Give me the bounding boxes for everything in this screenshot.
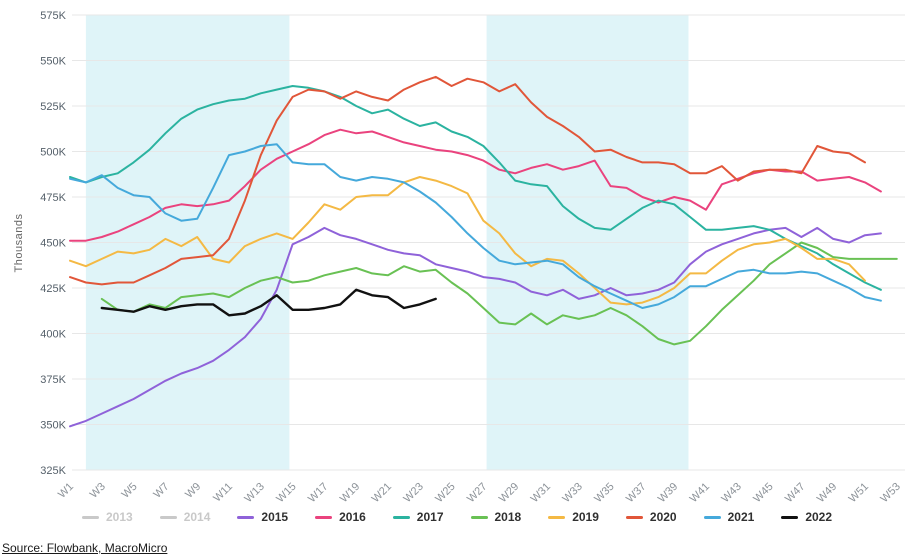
x-axis-tick-label: W35 (592, 481, 616, 505)
legend-item-2020[interactable]: 2020 (625, 510, 677, 524)
legend-swatch-2020 (625, 515, 643, 519)
x-axis-tick-label: W15 (274, 481, 298, 505)
legend-item-2016[interactable]: 2016 (315, 510, 366, 524)
x-axis-tick-label: W17 (306, 481, 330, 505)
legend-swatch-2014 (159, 515, 177, 519)
legend-item-2013[interactable]: 2013 (81, 510, 133, 524)
x-axis-tick-label: W11 (211, 481, 235, 505)
y-axis-tick-label: 325K (40, 465, 66, 477)
y-axis-tick-label: 475K (40, 192, 66, 204)
x-axis-tick-label: W7 (151, 481, 171, 501)
legend-label: 2022 (805, 510, 833, 524)
series-line-2022 (100, 288, 437, 317)
legend-item-2017[interactable]: 2017 (392, 510, 444, 524)
y-axis-tick-label: 450K (40, 238, 66, 250)
y-axis-tick-label: 525K (40, 101, 66, 113)
source-link[interactable]: Source: Flowbank, MacroMicro (2, 541, 168, 555)
x-axis-tick-label: W5 (120, 481, 140, 501)
source: Source: Flowbank, MacroMicro (2, 539, 167, 557)
y-axis-tick-label: 400K (40, 329, 66, 341)
legend-label: 2020 (649, 510, 677, 524)
y-axis-tick-label: 550K (40, 56, 66, 68)
x-axis-tick-label: W23 (401, 481, 425, 505)
legend-swatch-2016 (315, 515, 333, 519)
line-chart: 575K 550K 525K 500K 475K 450K 425K 400K 375K 350K… (13, 10, 905, 505)
legend-label: 2016 (339, 510, 366, 524)
y-axis-tick-label: 375K (40, 374, 66, 386)
x-axis-tick-label: W3 (88, 481, 108, 501)
series-line-2018 (100, 241, 898, 346)
x-axis-tick-label: W1 (56, 481, 76, 501)
legend-swatch-2019 (548, 515, 566, 519)
legend-swatch-2017 (392, 515, 410, 519)
x-axis-tick-label: W25 (433, 481, 457, 505)
x-axis-tick-label: W31 (529, 481, 553, 505)
x-axis-tick-label: W53 (878, 481, 902, 505)
x-axis-tick-label: W13 (242, 481, 266, 505)
legend-label: 2021 (727, 510, 755, 524)
legend-label: 2018 (494, 510, 522, 524)
y-axis-title: Thousands (13, 214, 25, 273)
x-axis-tick-label: W9 (183, 481, 203, 501)
legend-label: 2014 (183, 510, 211, 524)
legend-swatch-2018 (470, 515, 488, 519)
x-axis-tick-label: W41 (688, 481, 712, 505)
series-line-2019 (69, 176, 866, 306)
legend-item-2022[interactable]: 2022 (781, 510, 832, 524)
x-axis-tick-label: W33 (560, 481, 584, 505)
legend-swatch-2013 (81, 515, 99, 519)
y-axis-tick-label: 425K (40, 283, 66, 295)
legend-item-2014[interactable]: 2014 (159, 510, 211, 524)
legend-label: 2015 (261, 510, 289, 524)
series-line-2017 (69, 85, 882, 291)
x-axis-tick-label: W45 (751, 481, 775, 505)
x-axis-tick-label: W37 (624, 481, 648, 505)
legend-item-2019[interactable]: 2019 (548, 510, 599, 524)
series-line-2021 (69, 143, 882, 309)
legend-item-2018[interactable]: 2018 (470, 510, 522, 524)
legend-item-2021[interactable]: 2021 (703, 510, 755, 524)
x-axis-tick-label: W47 (783, 481, 807, 505)
x-axis-tick-label: W43 (719, 481, 743, 505)
x-axis-tick-label: W21 (370, 481, 394, 505)
legend-label: 2017 (416, 510, 444, 524)
legend-swatch-2022 (781, 515, 799, 519)
y-axis-tick-label: 500K (40, 147, 66, 159)
y-axis-tick-label: 575K (40, 10, 66, 22)
chart-legend: 2013 2014 2015 2016 2017 2018 2019 2020 2021 2022 (0, 510, 914, 524)
x-axis-tick-label: W39 (656, 481, 680, 505)
x-axis-tick-label: W27 (465, 481, 489, 505)
legend-label: 2013 (105, 510, 133, 524)
x-axis-tick-label: W51 (847, 481, 871, 505)
x-axis-tick-label: W29 (497, 481, 521, 505)
legend-swatch-2015 (237, 515, 255, 519)
y-axis-tick-label: 350K (40, 420, 66, 432)
legend-item-2015[interactable]: 2015 (237, 510, 288, 524)
legend-label: 2019 (572, 510, 599, 524)
series-line-2020 (69, 75, 866, 286)
legend-swatch-2021 (703, 515, 721, 519)
series-line-2015 (69, 226, 882, 428)
x-axis-tick-label: W19 (338, 481, 362, 505)
x-axis-tick-label: W49 (815, 481, 839, 505)
